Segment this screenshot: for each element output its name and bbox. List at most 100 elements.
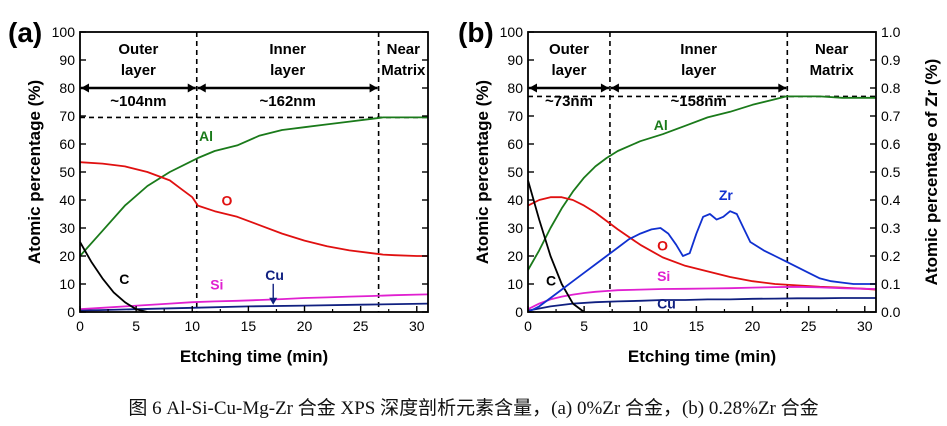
series-label-o: O [221, 193, 232, 209]
y2-tick-label: 0.4 [881, 192, 901, 208]
arrow-head-left [197, 83, 206, 93]
y-tick-label: 20 [59, 248, 75, 264]
region-label: layer [121, 62, 156, 79]
y-tick-label: 10 [59, 276, 75, 292]
y-tick-label: 20 [507, 248, 523, 264]
y-tick-label: 50 [507, 164, 523, 180]
panel-label: (a) [8, 17, 42, 48]
region-label: layer [551, 62, 586, 79]
y2-tick-label: 0.7 [881, 108, 901, 124]
series-line-c [527, 180, 585, 313]
y-tick-label: 60 [59, 136, 75, 152]
y2-tick-label: 0.0 [881, 304, 901, 320]
thickness-label: ~104nm [110, 93, 166, 110]
y-tick-label: 30 [507, 220, 523, 236]
chart-panel-b: (b) Outer layer ~73nm Inner layer ~158nm Near Ma… [458, 17, 941, 366]
x-tick-label: 20 [297, 318, 313, 334]
series-label-si: Si [657, 268, 670, 284]
thickness-label: ~158nm [670, 93, 726, 110]
arrow-head-right [600, 83, 609, 93]
x-tick-label: 0 [76, 318, 84, 334]
y-axis-label: Atomic percentage (%) [473, 80, 492, 264]
y-tick-label: 90 [59, 52, 75, 68]
x-axis-label: Etching time (min) [628, 347, 776, 366]
arrow-head-left [610, 83, 619, 93]
arrow-head-right [369, 83, 378, 93]
series-line-al [527, 95, 876, 271]
y2-tick-label: 0.3 [881, 220, 901, 236]
y-tick-label: 70 [507, 108, 523, 124]
panel-label: (b) [458, 17, 494, 48]
y-tick-label: 40 [507, 192, 523, 208]
y-tick-label: 0 [67, 304, 75, 320]
y-tick-label: 70 [59, 108, 75, 124]
x-tick-label: 15 [689, 318, 705, 334]
series-line-al [79, 116, 428, 257]
series-line-si [527, 285, 877, 311]
thickness-label: ~162nm [260, 93, 316, 110]
series-line-cu [527, 297, 876, 312]
region-label: Outer [549, 41, 589, 58]
thickness-label: ~73nm [545, 93, 593, 110]
x-axis-label: Etching time (min) [180, 347, 328, 366]
x-tick-label: 25 [801, 318, 817, 334]
x-tick-label: 0 [524, 318, 532, 334]
y2-tick-label: 0.1 [881, 276, 901, 292]
y-tick-label: 80 [507, 80, 523, 96]
series-label-c: C [119, 271, 129, 287]
y2-axis-label: Atomic percentage of Zr (%) [922, 59, 941, 286]
series-label-zr: Zr [719, 187, 734, 203]
y2-tick-label: 0.9 [881, 52, 901, 68]
region-label: Outer [118, 41, 158, 58]
x-tick-label: 20 [745, 318, 761, 334]
series-label-cu: Cu [265, 267, 284, 283]
x-tick-label: 5 [132, 318, 140, 334]
region-label: layer [270, 62, 305, 79]
figure-caption: 图 6 Al-Si-Cu-Mg-Zr 合金 XPS 深度剖析元素含量，(a) 0… [128, 398, 819, 419]
series-line-o [79, 161, 428, 257]
y-tick-label: 10 [507, 276, 523, 292]
y2-tick-label: 0.5 [881, 164, 901, 180]
x-tick-label: 5 [580, 318, 588, 334]
y-tick-label: 80 [59, 80, 75, 96]
arrow-head-right [187, 83, 196, 93]
x-tick-label: 15 [241, 318, 257, 334]
x-tick-label: 10 [184, 318, 200, 334]
y2-tick-label: 0.8 [881, 80, 901, 96]
region-label: Near [387, 41, 421, 58]
series-label-o: O [657, 237, 668, 253]
y2-tick-label: 0.2 [881, 248, 901, 264]
series-line-si [79, 293, 429, 311]
series-line-zr [527, 210, 876, 313]
region-label: Inner [269, 41, 306, 58]
y-axis-label: Atomic percentage (%) [25, 80, 44, 264]
chart-panel-a: (a) Outer layer ~104nm Inner layer ~162nm Near M… [8, 17, 429, 366]
y2-tick-label: 0.6 [881, 136, 901, 152]
x-tick-label: 10 [632, 318, 648, 334]
series-label-al: Al [199, 128, 213, 144]
region-label: layer [681, 62, 716, 79]
region-label: Matrix [381, 62, 426, 79]
x-tick-label: 30 [857, 318, 873, 334]
y-tick-label: 90 [507, 52, 523, 68]
x-tick-label: 25 [353, 318, 369, 334]
y-tick-label: 40 [59, 192, 75, 208]
y2-tick-label: 1.0 [881, 24, 901, 40]
y-tick-label: 100 [52, 24, 76, 40]
y-tick-label: 100 [500, 24, 524, 40]
region-label: Inner [680, 41, 717, 58]
series-label-si: Si [210, 277, 223, 293]
series-line-c [79, 241, 148, 313]
x-tick-label: 30 [409, 318, 425, 334]
y-tick-label: 60 [507, 136, 523, 152]
region-label: Near [815, 41, 849, 58]
y-tick-label: 0 [515, 304, 523, 320]
series-label-cu: Cu [657, 296, 676, 312]
region-label: Matrix [810, 62, 855, 79]
y-tick-label: 30 [59, 220, 75, 236]
series-label-c: C [546, 272, 556, 288]
series-label-al: Al [654, 117, 668, 133]
y-tick-label: 50 [59, 164, 75, 180]
cu-pointer-head [269, 297, 278, 305]
